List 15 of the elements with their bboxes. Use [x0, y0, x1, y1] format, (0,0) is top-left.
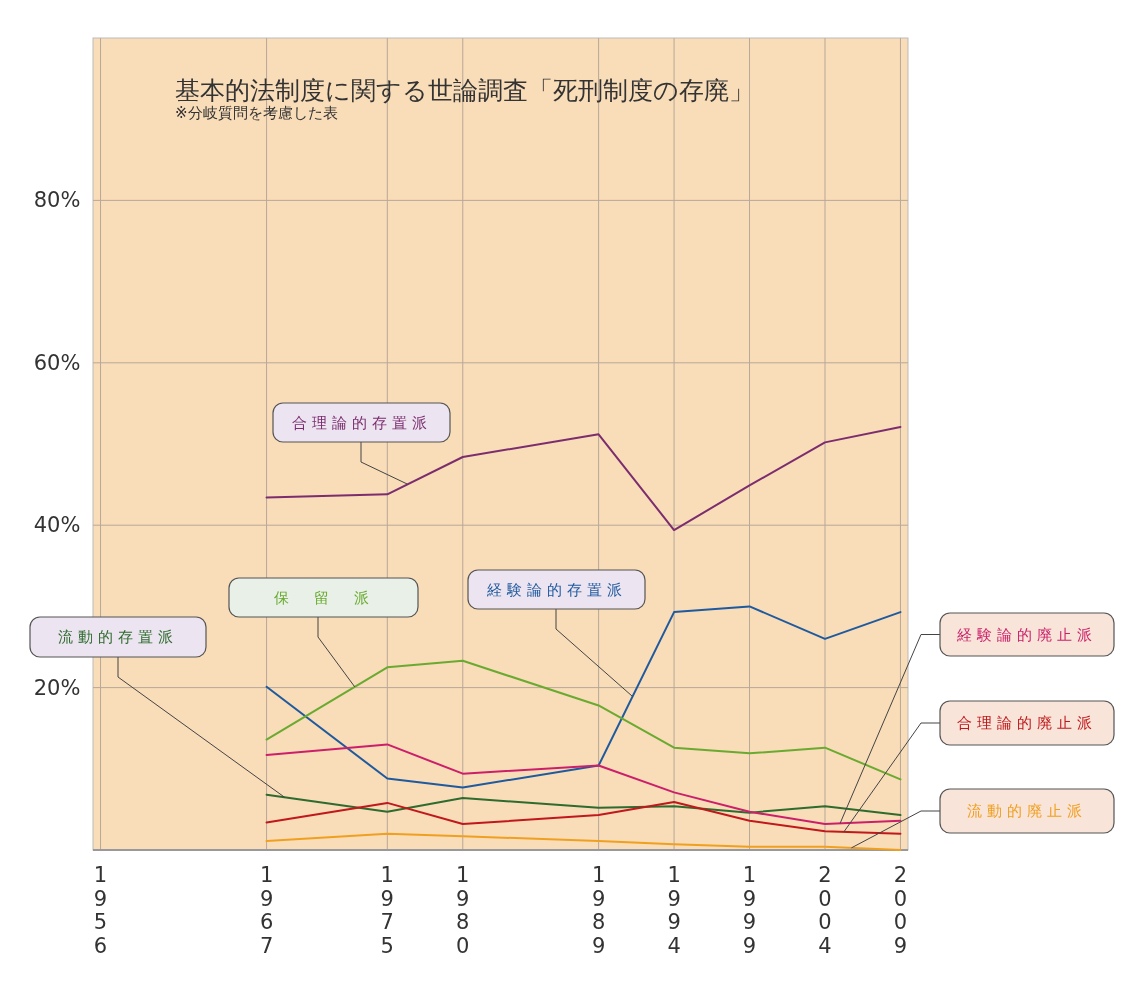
x-tick-label: 2 0 0 9 [893, 863, 908, 958]
x-tick-label: 1 9 8 9 [591, 863, 606, 958]
x-tick-label: 1 9 5 6 [93, 863, 108, 958]
y-tick-label: 20% [33, 675, 81, 700]
text: 基本的法制度に関する世論調査「死刑制度の存廃」 [175, 76, 754, 105]
x-tick-label: 1 9 9 4 [667, 863, 681, 958]
x-tick-label: 1 9 9 9 [742, 863, 757, 958]
x-tick-label: 1 9 8 0 [456, 863, 470, 958]
text: ※分岐質問を考慮した表 [175, 104, 338, 122]
x-tick-label: 2 0 0 4 [818, 863, 832, 958]
y-tick-label: 40% [33, 513, 81, 538]
y-tick-label: 80% [33, 188, 81, 213]
x-tick-label: 1 9 6 7 [259, 863, 274, 958]
y-tick-label: 60% [33, 350, 81, 375]
x-tick-label: 1 9 7 5 [380, 863, 394, 958]
